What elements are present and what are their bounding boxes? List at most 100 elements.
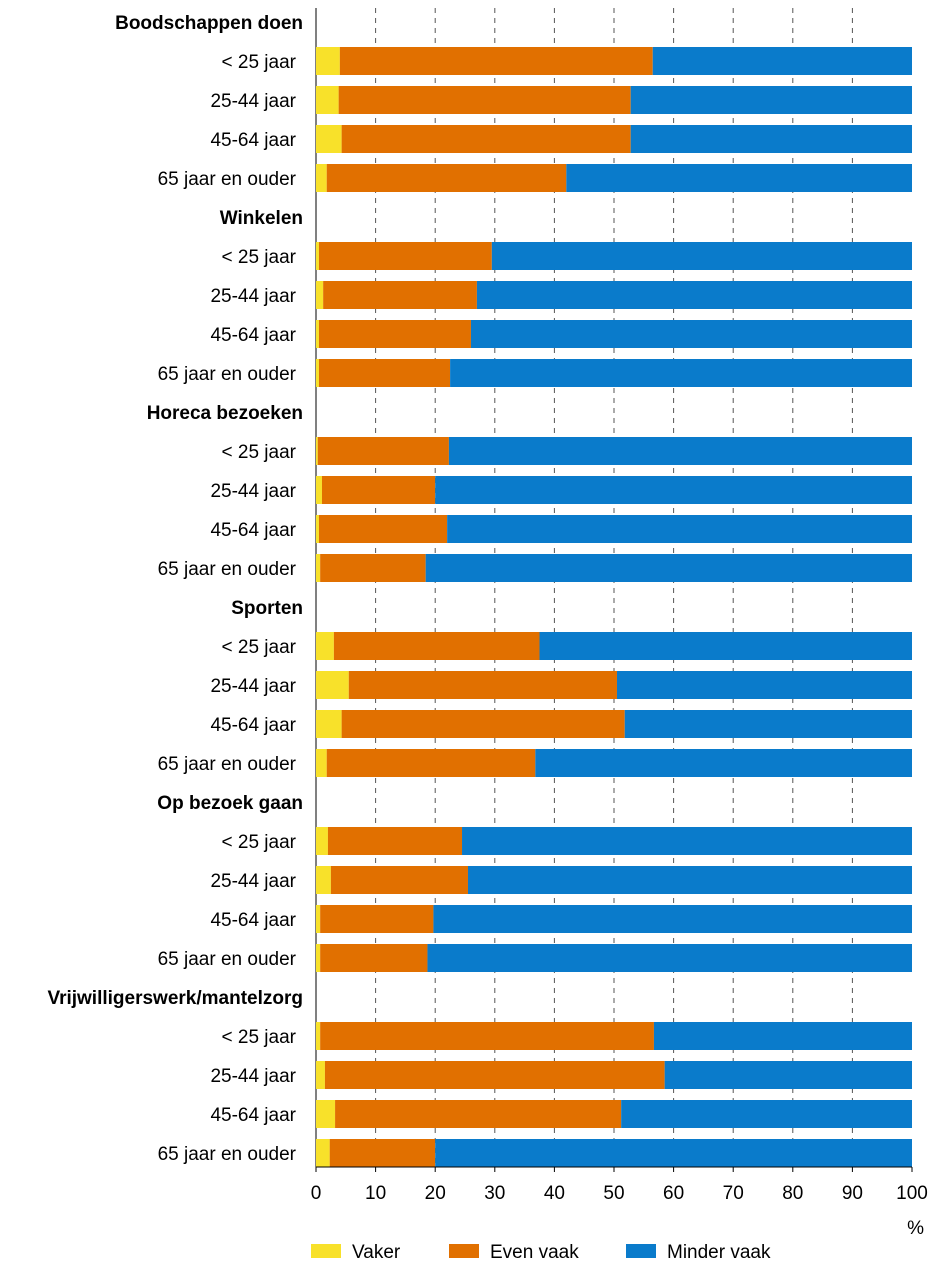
x-tick-label: 50 <box>603 1183 624 1204</box>
bar-segment-even-vaak <box>333 632 540 660</box>
bar-segment-minder-vaak <box>470 320 912 348</box>
x-axis: 0 10 20 30 40 50 60 70 80 90 100% <box>311 1166 928 1239</box>
bar-segment-minder-vaak <box>435 476 912 504</box>
bar-segment-vaker <box>316 905 321 933</box>
bar-segment-even-vaak <box>318 242 492 270</box>
bar-segment-minder-vaak <box>630 86 912 114</box>
bar-segment-even-vaak <box>320 1022 654 1050</box>
bar-segment-minder-vaak <box>450 359 912 387</box>
bar-segment-vaker <box>316 437 318 465</box>
bar-segment-vaker <box>316 320 319 348</box>
row-label: 45-64 jaar <box>210 520 296 541</box>
bar-segment-even-vaak <box>320 905 434 933</box>
bar-segment-minder-vaak <box>652 47 912 75</box>
row-label: 45-64 jaar <box>210 130 296 151</box>
bar-segment-even-vaak <box>320 944 428 972</box>
row-label: 25-44 jaar <box>210 481 296 502</box>
bar-segment-even-vaak <box>318 359 451 387</box>
row-label: 65 jaar en ouder <box>158 364 297 385</box>
x-tick-label: 90 <box>842 1183 863 1204</box>
bar-segment-vaker <box>316 359 319 387</box>
bar-segment-even-vaak <box>326 749 536 777</box>
x-tick-label: 60 <box>663 1183 684 1204</box>
bar-segment-vaker <box>316 671 349 699</box>
bar-segment-even-vaak <box>318 320 471 348</box>
bar-segment-minder-vaak <box>447 515 912 543</box>
legend-swatch-minder-vaak <box>626 1244 656 1258</box>
bar-segment-even-vaak <box>324 1061 665 1089</box>
row-label: 45-64 jaar <box>210 910 296 931</box>
x-tick-label: 10 <box>365 1183 386 1204</box>
bar-segment-vaker <box>316 710 342 738</box>
row-label: 45-64 jaar <box>210 715 296 736</box>
row-label: < 25 jaar <box>222 637 297 658</box>
row-label: 65 jaar en ouder <box>158 949 297 970</box>
row-label: 65 jaar en ouder <box>158 1144 297 1165</box>
legend-label: Vaker <box>352 1242 401 1262</box>
legend: Vaker Even vaak Minder vaak <box>311 1242 771 1262</box>
group-title: Boodschappen doen <box>115 13 303 34</box>
legend-swatch-even-vaak <box>449 1244 479 1258</box>
row-label: 25-44 jaar <box>210 676 296 697</box>
x-tick-label: 30 <box>484 1183 505 1204</box>
x-unit-label: % <box>907 1218 924 1239</box>
row-label: 25-44 jaar <box>210 286 296 307</box>
bar-segment-vaker <box>316 281 324 309</box>
group-title: Horeca bezoeken <box>147 403 303 424</box>
bar-segment-minder-vaak <box>664 1061 912 1089</box>
bar-segment-minder-vaak <box>467 866 912 894</box>
bar-segment-vaker <box>316 125 342 153</box>
bar-segment-even-vaak <box>338 86 631 114</box>
row-label: 65 jaar en ouder <box>158 559 297 580</box>
bar-segment-minder-vaak <box>427 944 912 972</box>
row-label: < 25 jaar <box>222 832 297 853</box>
grid-lines <box>315 8 853 1167</box>
bar-segment-even-vaak <box>341 125 631 153</box>
bar-segment-vaker <box>316 515 319 543</box>
bar-segment-vaker <box>316 242 319 270</box>
bar-segment-vaker <box>316 1061 325 1089</box>
group-title: Vrijwilligerswerk/mantelzorg <box>47 988 303 1009</box>
bar-segment-minder-vaak <box>616 671 912 699</box>
bar-segment-minder-vaak <box>621 1100 912 1128</box>
bar-segment-minder-vaak <box>462 827 912 855</box>
x-tick-label: 80 <box>782 1183 803 1204</box>
bar-segment-even-vaak <box>330 866 468 894</box>
row-label: < 25 jaar <box>222 52 297 73</box>
bar-segment-minder-vaak <box>448 437 912 465</box>
bar-segment-minder-vaak <box>435 1139 912 1167</box>
bar-segment-even-vaak <box>329 1139 436 1167</box>
row-label: 25-44 jaar <box>210 91 296 112</box>
bar-segment-even-vaak <box>317 437 449 465</box>
legend-label: Minder vaak <box>667 1242 771 1262</box>
row-label: 65 jaar en ouder <box>158 169 297 190</box>
row-label: 45-64 jaar <box>210 325 296 346</box>
bar-segment-even-vaak <box>335 1100 622 1128</box>
bar-segment-minder-vaak <box>425 554 912 582</box>
bar-segment-vaker <box>316 554 321 582</box>
x-tick-label: 40 <box>544 1183 565 1204</box>
bar-segment-even-vaak <box>341 710 625 738</box>
group-title: Sporten <box>231 598 303 619</box>
category-labels: Boodschappen doen < 25 jaar 25-44 jaar 45-6… <box>47 13 303 1165</box>
x-tick-label: 70 <box>723 1183 744 1204</box>
bar-segment-minder-vaak <box>433 905 912 933</box>
x-tick-label: 0 <box>311 1183 322 1204</box>
legend-swatch-vaker <box>311 1244 341 1258</box>
bar-segment-even-vaak <box>320 554 426 582</box>
row-label: 45-64 jaar <box>210 1105 296 1126</box>
row-label: < 25 jaar <box>222 1027 297 1048</box>
bar-segment-minder-vaak <box>476 281 912 309</box>
row-label: < 25 jaar <box>222 247 297 268</box>
row-label: 25-44 jaar <box>210 1066 296 1087</box>
bar-segment-minder-vaak <box>630 125 912 153</box>
bar-segment-vaker <box>316 749 327 777</box>
bar-segment-minder-vaak <box>539 632 912 660</box>
bars-layer <box>316 47 912 1167</box>
bar-segment-minder-vaak <box>653 1022 912 1050</box>
bar-segment-even-vaak <box>321 476 436 504</box>
bar-segment-vaker <box>316 1139 330 1167</box>
bar-segment-even-vaak <box>327 827 463 855</box>
row-label: < 25 jaar <box>222 442 297 463</box>
